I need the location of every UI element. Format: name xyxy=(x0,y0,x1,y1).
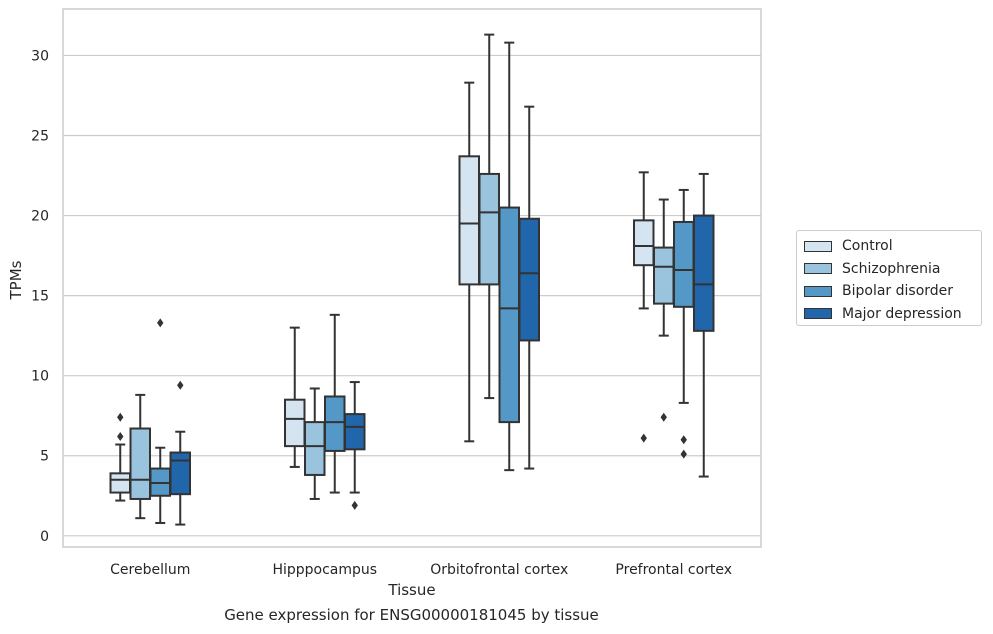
y-axis-label: TPMs xyxy=(7,260,25,300)
outlier-point xyxy=(660,412,667,422)
legend-swatch xyxy=(804,240,832,252)
legend-swatch xyxy=(804,285,832,297)
outlier-point xyxy=(177,380,184,390)
y-tick-labels: 0 5 10 15 20 25 30 xyxy=(31,48,49,544)
iqr-box xyxy=(458,155,480,286)
y-tick-label: 30 xyxy=(31,48,49,64)
box-0-1 xyxy=(284,326,306,468)
y-tick-label: 25 xyxy=(31,128,49,144)
legend-label: Major depression xyxy=(842,305,962,322)
x-tick-label: Cerebellum xyxy=(110,562,190,578)
x-tick-label: Orbitofrontal cortex xyxy=(430,562,568,578)
figure-caption: Gene expression for ENSG00000181045 by t… xyxy=(224,606,599,624)
box-0-3 xyxy=(633,171,655,443)
box-3-3 xyxy=(693,172,715,478)
iqr-box xyxy=(109,472,131,494)
box-2-2 xyxy=(498,41,520,472)
box-1-3 xyxy=(653,198,675,422)
legend-item: Control xyxy=(804,235,981,258)
outlier-point xyxy=(351,500,358,510)
box-2-3 xyxy=(673,188,695,459)
box-3-1 xyxy=(344,381,366,510)
x-tick-labels: Cerebellum Hipppocampus Orbitofrontal cort… xyxy=(110,562,732,578)
box-1-0 xyxy=(129,393,151,520)
legend: Control Schizophrenia Bipolar disorder Majo… xyxy=(796,230,982,326)
iqr-box xyxy=(129,427,151,500)
x-axis-label: Tissue xyxy=(387,581,435,599)
box-3-0 xyxy=(169,380,191,526)
outlier-point xyxy=(157,318,164,328)
iqr-box xyxy=(673,220,695,308)
outlier-point xyxy=(117,432,124,442)
iqr-box xyxy=(324,395,346,452)
iqr-box xyxy=(498,206,520,424)
iqr-box xyxy=(169,451,191,496)
legend-item: Bipolar disorder xyxy=(804,280,981,303)
y-tick-label: 0 xyxy=(40,529,49,545)
legend-swatch xyxy=(804,308,832,320)
box-0-2 xyxy=(458,81,480,443)
outlier-point xyxy=(680,449,687,459)
legend-item: Major depression xyxy=(804,303,981,326)
legend-label: Control xyxy=(842,238,893,255)
box-3-2 xyxy=(518,105,540,470)
legend-swatch xyxy=(804,263,832,275)
iqr-box xyxy=(518,217,540,342)
boxes xyxy=(109,33,715,526)
iqr-box xyxy=(284,398,306,448)
box-2-0 xyxy=(149,318,171,524)
y-tick-label: 5 xyxy=(40,449,49,465)
iqr-box xyxy=(633,219,655,267)
iqr-box xyxy=(344,413,366,451)
outlier-point xyxy=(680,435,687,445)
iqr-box xyxy=(653,246,675,305)
y-tick-label: 20 xyxy=(31,209,49,225)
plot-frame xyxy=(62,8,762,548)
iqr-box xyxy=(304,421,326,476)
y-tick-label: 10 xyxy=(31,369,49,385)
box-2-1 xyxy=(324,313,346,494)
x-tick-label: Prefrontal cortex xyxy=(615,562,732,578)
iqr-box xyxy=(693,214,715,332)
outlier-point xyxy=(117,412,124,422)
box-1-2 xyxy=(478,33,500,400)
legend-label: Bipolar disorder xyxy=(842,283,954,300)
legend-item: Schizophrenia xyxy=(804,258,981,281)
iqr-box xyxy=(478,172,500,286)
x-tick-label: Hipppocampus xyxy=(272,562,377,578)
box-0-0 xyxy=(109,412,131,502)
outlier-point xyxy=(640,433,647,443)
box-1-1 xyxy=(304,387,326,500)
legend-label: Schizophrenia xyxy=(842,260,941,277)
y-tick-label: 15 xyxy=(31,289,49,305)
